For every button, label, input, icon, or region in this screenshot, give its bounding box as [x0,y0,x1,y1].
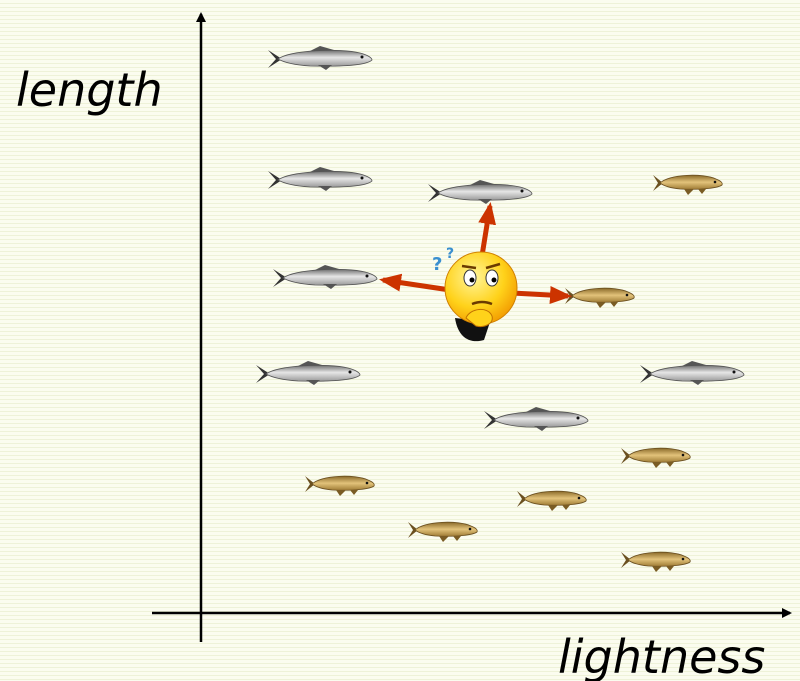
y-axis-label: length [16,63,163,117]
arrow-right [512,293,568,296]
svg-text:?: ? [432,254,442,275]
diagram: length lightness ? ? [0,0,800,681]
svg-text:?: ? [446,246,454,262]
x-axis-label: lightness [558,630,765,681]
